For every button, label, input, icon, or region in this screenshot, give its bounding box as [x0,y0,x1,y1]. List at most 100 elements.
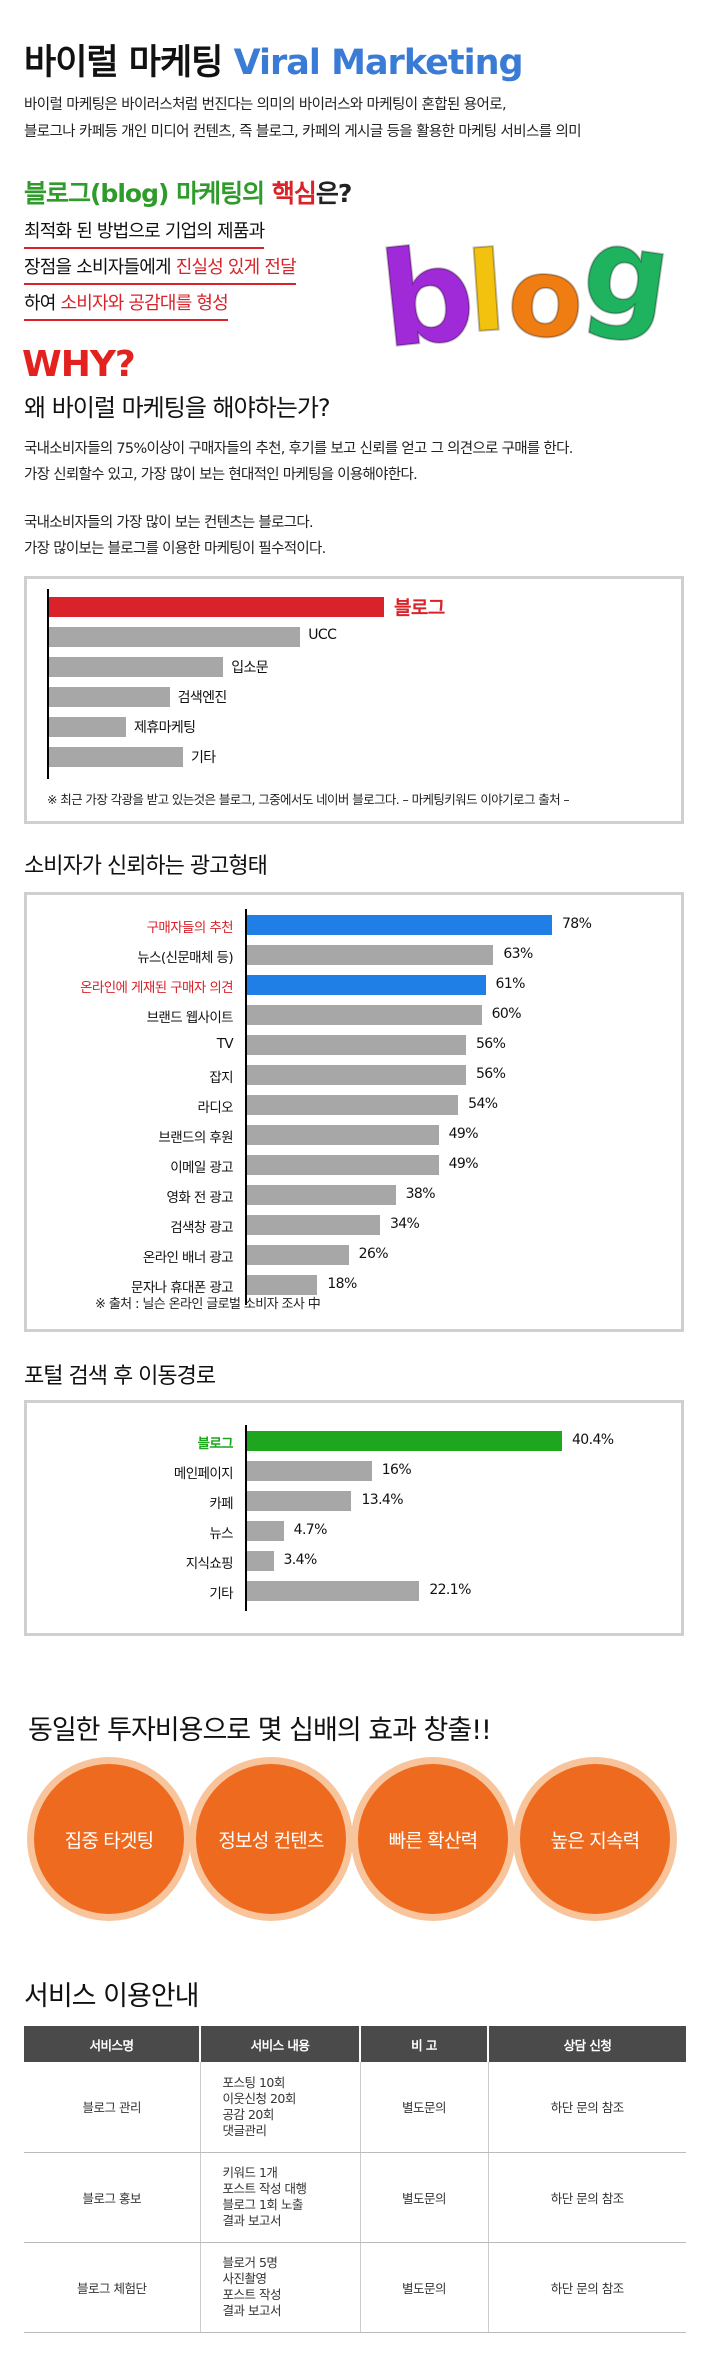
chart-value-label: 56% [475,1066,506,1082]
chart-category-label: 영화 전 광고 [166,1190,234,1206]
chart-bar [247,1551,274,1571]
chart-category-label: 검색엔진 [177,690,228,706]
blog-core-heading-tail: 은? [315,179,353,208]
why-paragraph-1: 국내소비자들의 75%이상이 구매자들의 추천, 후기를 보고 신뢰를 얻고 그… [24,441,573,483]
chart-bar [49,657,224,677]
effect-circle-lasting: 높은 지속력 [520,1764,670,1914]
chart-bar [247,1065,466,1085]
why-headline: WHY? [22,344,136,385]
chart-category-label: 이메일 광고 [170,1160,233,1176]
intro-line: 바이럴 마케팅은 바이러스처럼 번진다는 의미의 바이러스와 마케팅이 혼합된 … [24,97,507,113]
chart-source-note: ※ 최근 가장 각광을 받고 있는것은 블로그, 그중에서도 네이버 블로그다.… [47,792,570,807]
chart-value-label: 38% [405,1186,436,1202]
effect-circle-spread: 빠른 확산력 [358,1764,508,1914]
header-service-content: 서비스 내용 [200,2026,361,2062]
chart-bar [247,1275,318,1295]
chart-bar [247,1581,420,1601]
chart-category-label: 카페 [209,1496,233,1512]
chart-bar [247,945,494,965]
chart-axis [245,909,247,1305]
service-name: 블로그 관리 [24,2062,201,2153]
service-title: 서비스 이용안내 [24,1981,199,2012]
intro-text: 바이럴 마케팅은 바이러스처럼 번진다는 의미의 바이러스와 마케팅이 혼합된 … [24,92,582,146]
blog-letter-b: b [373,218,481,368]
core-line: 하여 소비자와 공감대를 형성 [24,287,229,323]
blog-core-heading-green: 블로그(blog) 마케팅의 [24,179,265,208]
why-subheading: 왜 바이럴 마케팅을 해야하는가? [24,394,331,422]
chart-axis [47,589,49,779]
blog-letter-o: o [504,231,588,364]
service-consult: 하단 문의 참조 [488,2062,686,2153]
chart-value-label: 49% [448,1156,479,1172]
chart-category-label: TV [216,1036,234,1052]
blog-core-heading-red: 핵심 [271,179,317,208]
chart-bar [49,747,183,767]
header-note: 비 고 [360,2026,489,2062]
service-consult: 하단 문의 참조 [488,2242,686,2333]
core-line: 장점을 소비자들에게 진실성 있게 전달 [24,251,297,287]
table-row: 블로그 관리 포스팅 10회 이웃신청 20회 공감 20회 댓글관리 별도문의 하단… [24,2062,686,2153]
chart-category-label: 구매자들의 추천 [146,920,234,936]
service-note: 별도문의 [360,2062,489,2153]
chart-value-label: 54% [468,1096,498,1112]
chart-bar [247,1245,349,1265]
chart-trust-title: 소비자가 신뢰하는 광고형태 [24,854,268,879]
chart-value-label: 61% [495,976,526,992]
chart-bar [247,1461,372,1481]
service-note: 별도문의 [360,2242,489,2333]
core-line: 최적화 된 방법으로 기업의 제품과 [24,215,265,251]
chart-category-label: 입소문 [231,660,269,676]
chart-category-label: 온라인 배너 광고 [142,1250,234,1266]
chart-value-label: 22.1% [429,1582,471,1598]
chart-value-label: 60% [491,1006,522,1022]
service-content: 블로거 5명 사진촬영 포스트 작성 결과 보고서 [200,2242,361,2333]
effect-circle-content: 정보성 컨텐츠 [196,1764,346,1914]
chart-category-label: 뉴스(신문매체 등) [137,950,233,966]
title-korean: 바이럴 마케팅 [24,43,223,83]
portal-route-chart: 블로그 40.4% 메인페이지 16% 카페 13.4% 뉴스 4.7% 지식쇼핑 3.4% 기타 2… [24,1400,684,1636]
chart-value-label: 3.4% [283,1552,318,1568]
chart-bar [49,687,170,707]
chart-value-label: 26% [358,1246,389,1262]
chart-bar [247,975,486,995]
blog-3d-letters-image: b l o g [372,218,680,368]
blog-letter-g: g [575,218,679,349]
chart-category-label: 뉴스 [209,1526,233,1542]
table-row: 블로그 홍보 키워드 1개 포스트 작성 대행 블로그 1회 노출 결과 보고서 별도… [24,2152,686,2243]
chart-bar [247,1095,459,1115]
chart-bar [247,1431,562,1451]
effect-circle-targeting: 집중 타겟팅 [34,1764,184,1914]
chart-value-label: 18% [327,1276,357,1292]
chart-bar [247,1185,396,1205]
chart-bar [49,717,127,737]
service-consult: 하단 문의 참조 [488,2152,686,2243]
chart-category-label: 제휴마케팅 [134,720,196,736]
chart-value-label: 40.4% [572,1432,614,1448]
content-popularity-chart: 블로그 UCC 입소문 검색엔진 제휴마케팅 기타 ※ 최근 가장 각광을 받고 있는것은 … [24,576,684,824]
chart-category-label: 블로그 [394,597,445,619]
chart-bar [247,915,552,935]
why-paragraph-2: 국내소비자들의 가장 많이 보는 컨텐츠는 블로그다. 가장 많이보는 블로그를… [24,515,326,557]
header-consult: 상담 신청 [488,2026,686,2062]
chart-value-label: 78% [562,916,592,932]
chart-portal-title: 포털 검색 후 이동경로 [24,1364,216,1389]
chart-category-label: 기타 [209,1586,233,1602]
chart-category-label: 브랜드 웹사이트 [146,1010,234,1026]
service-table: 서비스명 서비스 내용 비 고 상담 신청 블로그 관리 포스팅 10회 이웃신청… [24,2026,686,2333]
chart-category-label: 메인페이지 [173,1466,234,1482]
blog-core-text: 최적화 된 방법으로 기업의 제품과 장점을 소비자들에게 진실성 있게 전달 … [24,215,297,323]
blog-core-heading: 블로그(blog) 마케팅의 핵심은? [24,174,353,210]
service-content: 포스팅 10회 이웃신청 20회 공감 20회 댓글관리 [200,2062,361,2153]
page-title: 바이럴 마케팅 Viral Marketing [24,34,524,85]
chart-category-label: 잡지 [209,1070,233,1086]
service-content: 키워드 1개 포스트 작성 대행 블로그 1회 노출 결과 보고서 [200,2152,361,2243]
ad-trust-chart: 구매자들의 추천 78% 뉴스(신문매체 등) 63% 온라인에 게재된 구매자 의견 6… [24,892,684,1332]
service-name: 블로그 홍보 [24,2152,201,2243]
chart-source-note: ※ 출처 : 닐슨 온라인 글로벌 소비자 조사 中 [95,1297,321,1312]
chart-value-label: 56% [475,1036,506,1052]
table-header-row: 서비스명 서비스 내용 비 고 상담 신청 [24,2026,686,2062]
blog-letter-l: l [463,227,510,357]
service-note: 별도문의 [360,2152,489,2243]
chart-bar [49,597,384,617]
